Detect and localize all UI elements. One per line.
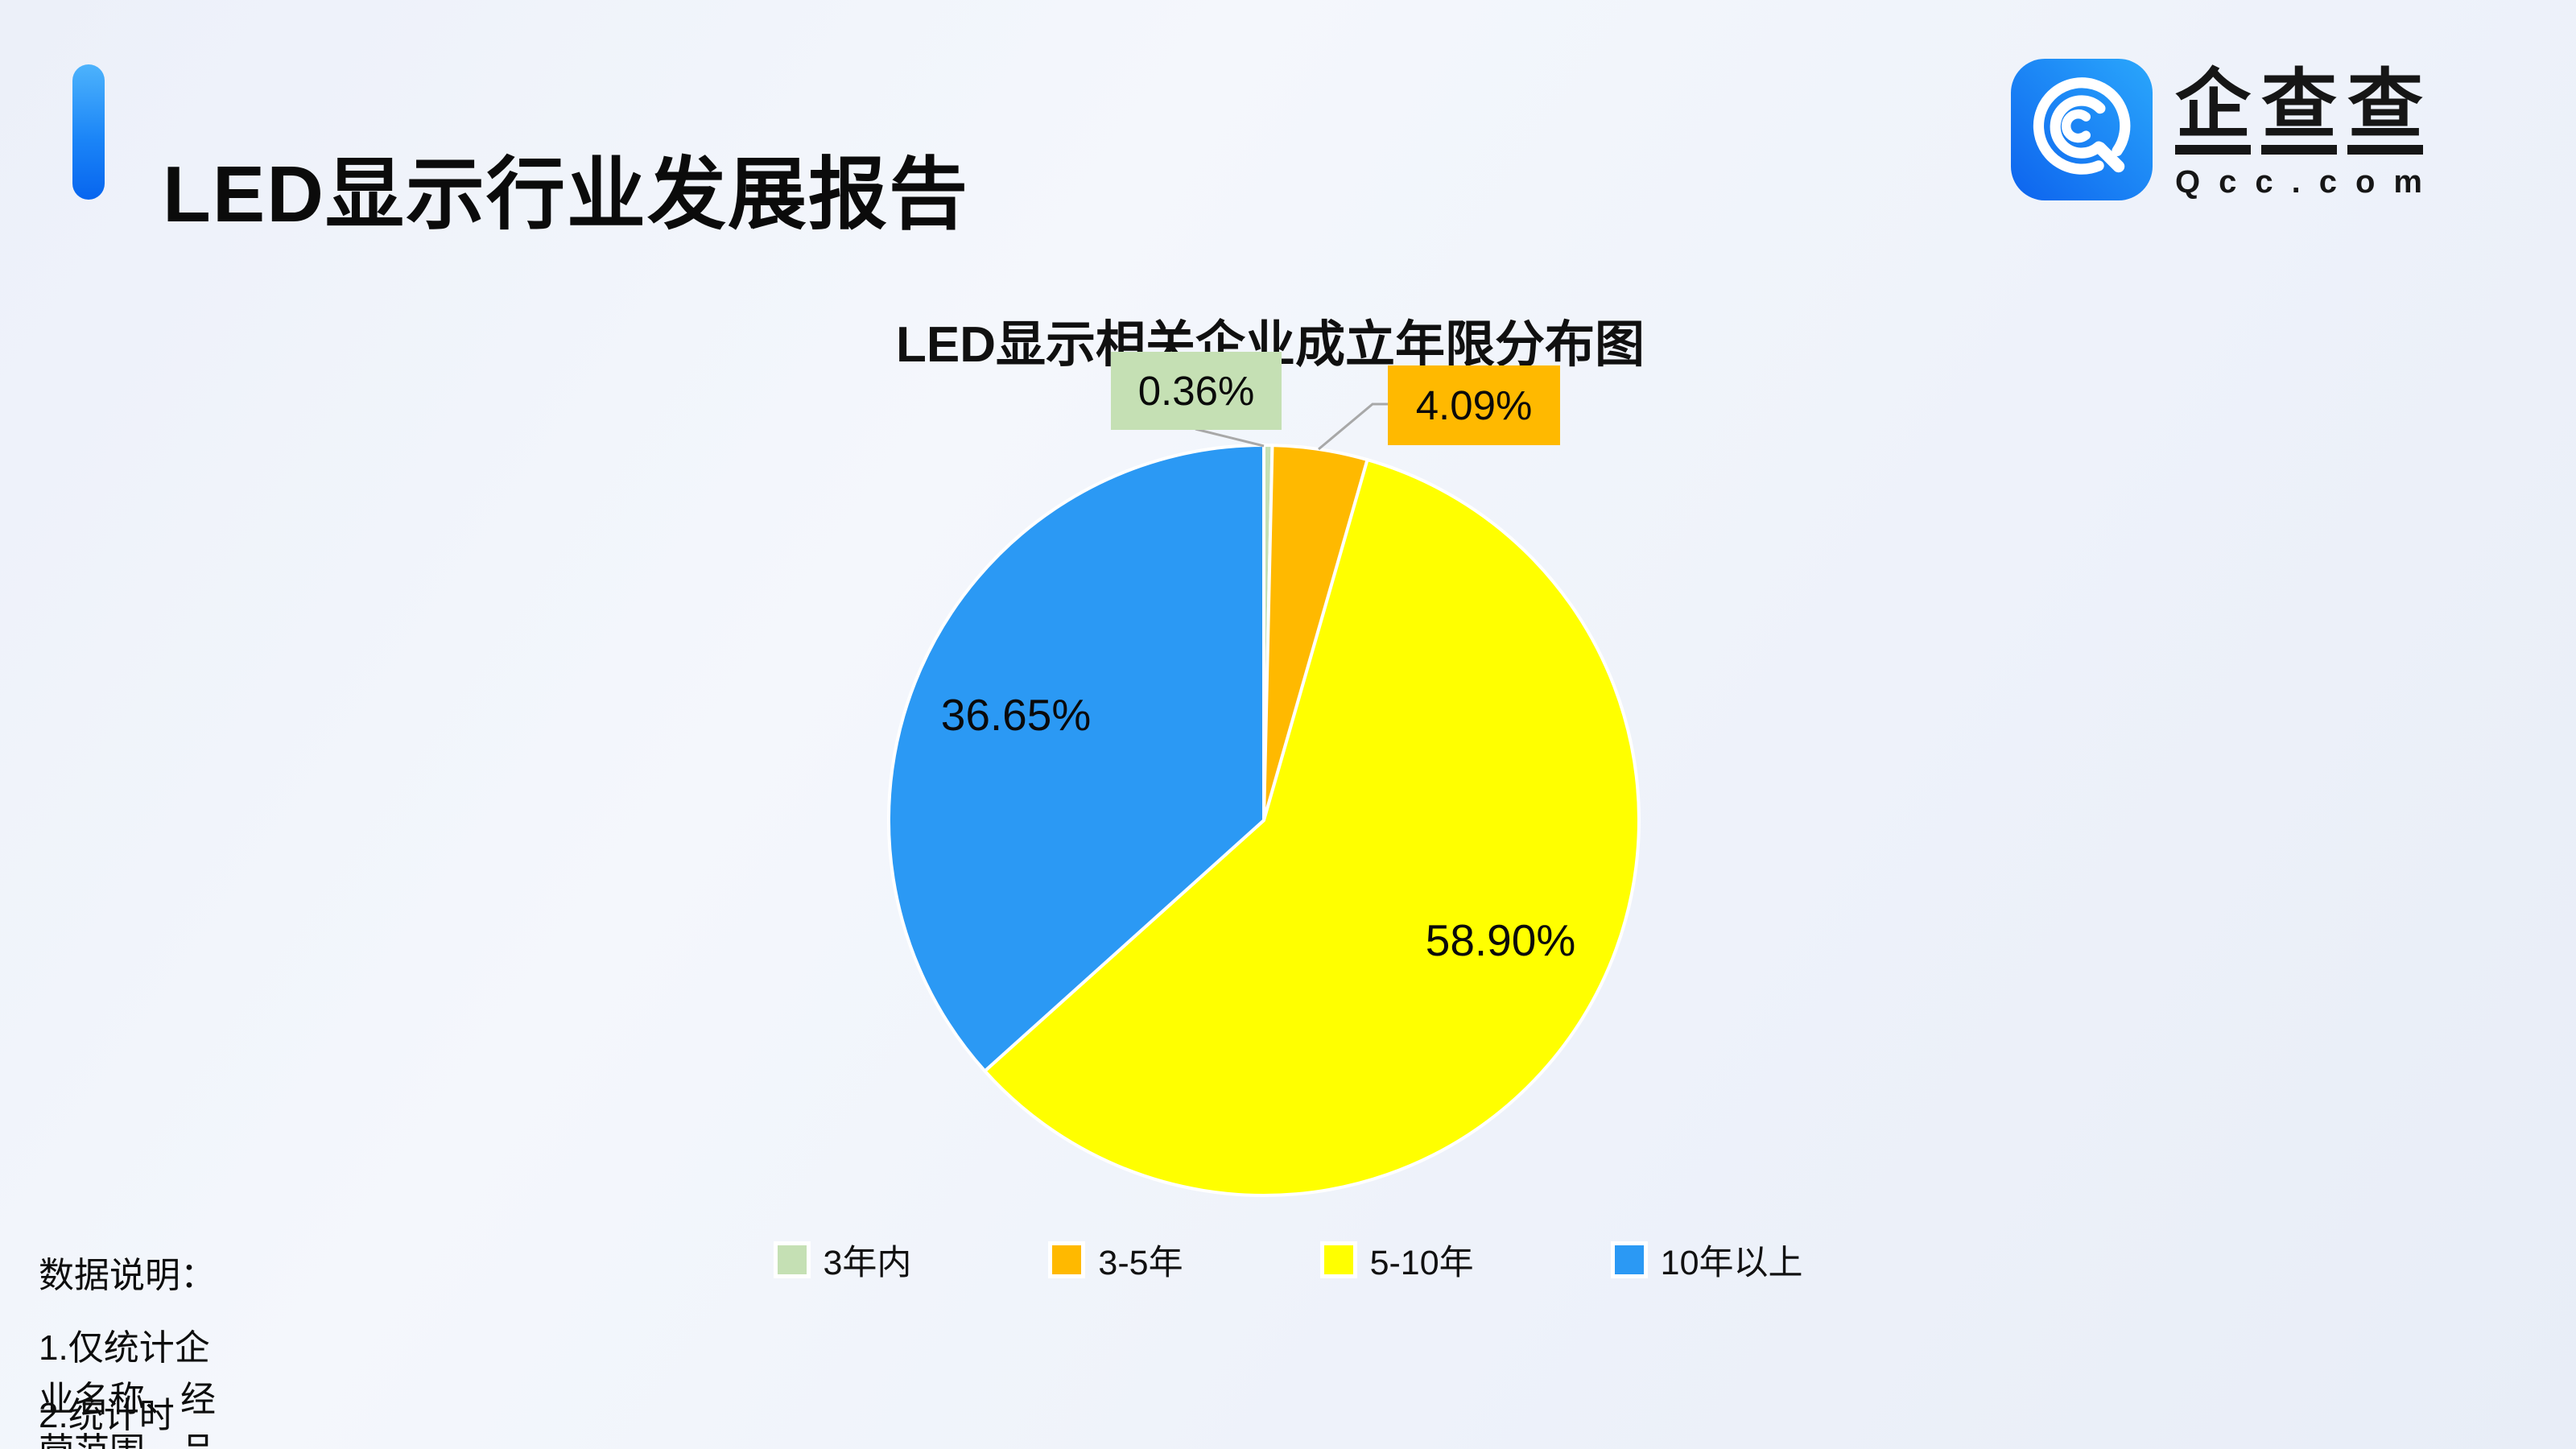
data-label-3-5y: 4.09% bbox=[1388, 365, 1560, 445]
title-accent-bar bbox=[72, 64, 105, 200]
pie-slice-3 bbox=[983, 458, 1641, 1197]
brand-char: 查 bbox=[2347, 67, 2424, 155]
brand-char: 企 bbox=[2175, 67, 2252, 155]
chart-legend: 3年内 3-5年 5-10年 10年以上 bbox=[0, 1235, 2576, 1285]
legend-label: 3-5年 bbox=[1098, 1244, 1183, 1282]
data-label-5-10y: 58.90% bbox=[1425, 915, 1576, 965]
notes-heading: 数据说明： bbox=[39, 1256, 216, 1295]
leader-line-under-3y bbox=[1195, 427, 1265, 448]
brand-char: 查 bbox=[2261, 67, 2338, 155]
legend-label: 10年以上 bbox=[1660, 1244, 1803, 1282]
report-title: LED显示行业发展报告 bbox=[163, 149, 970, 238]
legend-item: 5-10年 bbox=[1319, 1235, 1474, 1285]
notes-line-1: 1.仅统计企业名称、经营范围、品牌产品名称、专利名称、专利摘要包含关键词“LED… bbox=[39, 1328, 216, 1449]
legend-swatch bbox=[773, 1241, 811, 1278]
pie-slice-4 bbox=[886, 444, 1265, 1073]
legend-swatch bbox=[1048, 1241, 1086, 1278]
qcc-logo: 企查查 Qcc.com bbox=[2011, 59, 2441, 200]
data-label-over-10y: 36.65% bbox=[940, 690, 1092, 740]
legend-label: 3年内 bbox=[823, 1244, 912, 1282]
legend-label: 5-10年 bbox=[1369, 1244, 1474, 1282]
data-notes: 数据说明： 1.仅统计企业名称、经营范围、品牌产品名称、专利名称、专利摘要包含关… bbox=[39, 1246, 216, 1449]
legend-swatch bbox=[1319, 1241, 1357, 1278]
legend-swatch bbox=[1610, 1241, 1648, 1278]
qcc-brand-domain: Qcc.com bbox=[2175, 164, 2441, 200]
legend-item: 10年以上 bbox=[1610, 1235, 1803, 1285]
data-label-under-3y: 0.36% bbox=[1111, 352, 1282, 430]
qcc-logo-text: 企查查 Qcc.com bbox=[2175, 67, 2441, 200]
legend-item: 3年内 bbox=[773, 1235, 912, 1285]
qcc-brand-name: 企查查 bbox=[2175, 67, 2441, 155]
leader-line-3-5y bbox=[1318, 402, 1388, 451]
qcc-logo-icon bbox=[2011, 59, 2153, 200]
legend-item: 3-5年 bbox=[1048, 1235, 1183, 1285]
notes-line-2: 2.统计时间：2026/01/15 3.数据来源：企查查 bbox=[39, 1396, 175, 1449]
